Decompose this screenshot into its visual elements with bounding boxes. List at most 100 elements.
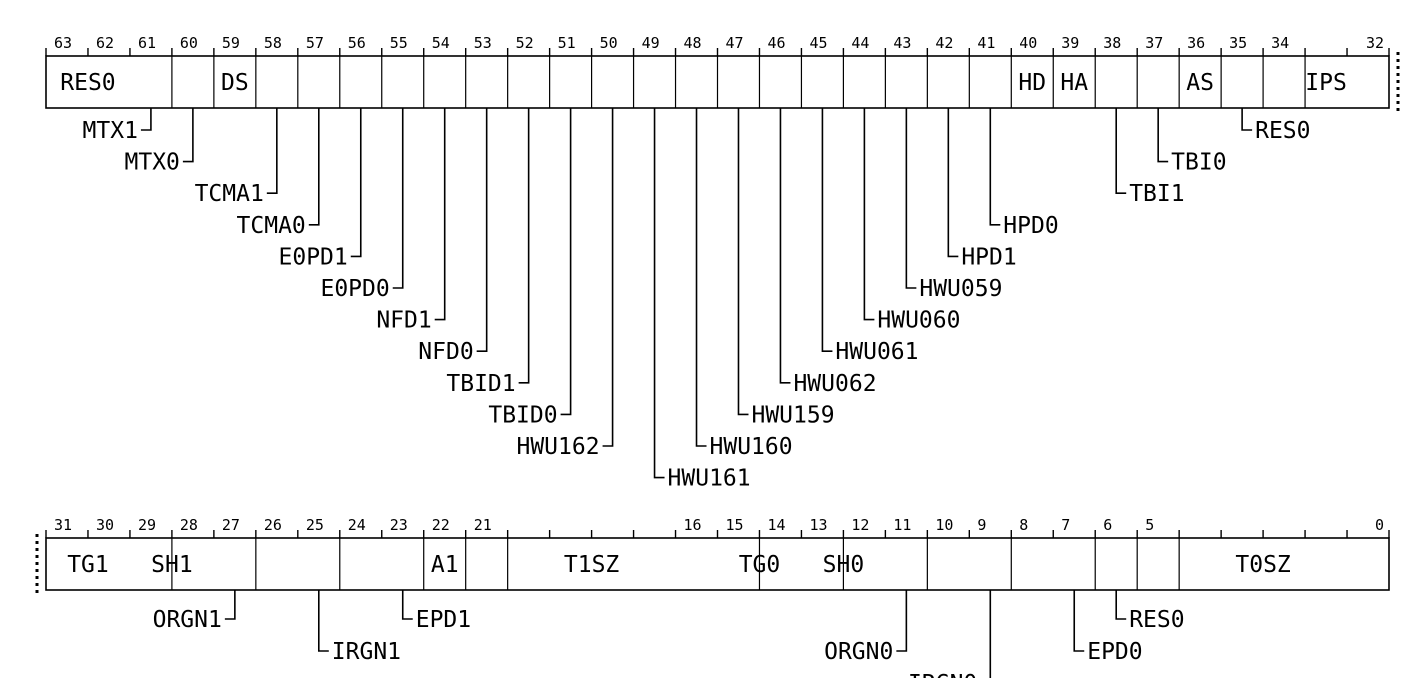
bit-number: 28 xyxy=(180,516,198,534)
callout-label-irgn1: IRGN1 xyxy=(332,639,401,665)
bit-number: 54 xyxy=(432,34,450,52)
bit-number: 12 xyxy=(851,516,869,534)
callout-leader-epd0 xyxy=(1073,590,1085,652)
bit-number: 27 xyxy=(222,516,240,534)
bit-number: 7 xyxy=(1061,516,1070,534)
callout-leader-irgn0 xyxy=(989,590,992,678)
bit-number: 34 xyxy=(1271,34,1289,52)
field-label-sh1: SH1 xyxy=(151,552,193,578)
bit-number: 0 xyxy=(1375,516,1384,534)
callout-label-tbid1: TBID1 xyxy=(446,371,515,397)
callout-label-hwu162: HWU162 xyxy=(516,434,599,460)
bit-number: 10 xyxy=(935,516,953,534)
bit-number: 14 xyxy=(767,516,785,534)
callout-leader-mtx1 xyxy=(140,108,152,131)
callout-leader-tbi1 xyxy=(1115,108,1127,194)
callout-label-res0: RES0 xyxy=(1129,607,1184,633)
callout-leader-hwu061 xyxy=(821,108,833,352)
bit-number: 41 xyxy=(977,34,995,52)
bit-number: 9 xyxy=(977,516,986,534)
callout-label-e0pd0: E0PD0 xyxy=(320,276,389,302)
bit-number: 44 xyxy=(851,34,869,52)
bit-number: 53 xyxy=(474,34,492,52)
bit-number: 56 xyxy=(348,34,366,52)
callout-leader-hwu059 xyxy=(905,108,917,289)
bit-number: 61 xyxy=(138,34,156,52)
callout-leader-hwu160 xyxy=(695,108,707,447)
bit-number: 49 xyxy=(642,34,660,52)
callout-label-hwu159: HWU159 xyxy=(751,402,834,428)
callout-leader-hwu162 xyxy=(602,108,614,447)
callout-leader-res0 xyxy=(1241,108,1253,131)
bit-number: 5 xyxy=(1145,516,1154,534)
callout-label-mtx1: MTX1 xyxy=(83,118,138,144)
callout-label-hpd1: HPD1 xyxy=(961,244,1016,270)
bit-number: 32 xyxy=(1366,34,1384,52)
callout-label-tcma1: TCMA1 xyxy=(195,181,264,207)
callout-label-res0: RES0 xyxy=(1255,118,1310,144)
bit-number: 31 xyxy=(54,516,72,534)
callout-leader-res0 xyxy=(1115,590,1127,620)
field-label-t0sz: T0SZ xyxy=(1235,552,1291,578)
callout-label-orgn0: ORGN0 xyxy=(824,639,893,665)
callout-leader-hwu159 xyxy=(737,108,749,416)
field-label-t1sz: T1SZ xyxy=(564,552,620,578)
bit-number: 15 xyxy=(726,516,744,534)
callout-label-hwu059: HWU059 xyxy=(919,276,1002,302)
callout-leader-nfd1 xyxy=(434,108,446,321)
bit-number: 16 xyxy=(684,516,702,534)
bit-number: 45 xyxy=(809,34,827,52)
callout-leader-tbi0 xyxy=(1157,108,1169,163)
bit-number: 52 xyxy=(516,34,534,52)
bit-number: 57 xyxy=(306,34,324,52)
callout-leader-hpd1 xyxy=(947,108,959,258)
bit-number: 37 xyxy=(1145,34,1163,52)
callout-leader-tcma1 xyxy=(266,108,278,194)
callout-label-mtx0: MTX0 xyxy=(125,150,180,176)
register-row-upper: 63 62 61 60 59 58 57 56 55 54 53 52 51 50 49 48 47 46 45 44… xyxy=(45,34,1400,492)
callout-leader-nfd0 xyxy=(476,108,488,352)
callout-leader-irgn1 xyxy=(317,590,329,652)
bit-number: 38 xyxy=(1103,34,1121,52)
callout-leader-tcma0 xyxy=(308,108,320,226)
bit-number: 63 xyxy=(54,34,72,52)
callout-label-orgn1: ORGN1 xyxy=(153,607,222,633)
field-label-hd: HD xyxy=(1018,70,1046,96)
bit-number: 51 xyxy=(558,34,576,52)
callout-label-nfd0: NFD0 xyxy=(418,339,473,365)
field-label-as: AS xyxy=(1186,70,1214,96)
bit-number: 22 xyxy=(432,516,450,534)
field-label-res0: RES0 xyxy=(60,70,115,96)
callout-label-tbi1: TBI1 xyxy=(1129,181,1184,207)
bit-number: 24 xyxy=(348,516,366,534)
bit-number: 30 xyxy=(96,516,114,534)
callout-leader-mtx0 xyxy=(182,108,194,163)
bit-number: 23 xyxy=(390,516,408,534)
callout-leader-tbid0 xyxy=(560,108,572,416)
bit-number: 35 xyxy=(1229,34,1247,52)
bit-number: 8 xyxy=(1019,516,1028,534)
field-label-tg0: TG0 xyxy=(739,552,781,578)
callout-label-hwu060: HWU060 xyxy=(877,308,960,334)
bit-number: 58 xyxy=(264,34,282,52)
bit-number: 50 xyxy=(600,34,618,52)
callout-leader-hwu060 xyxy=(863,108,875,321)
bit-number: 21 xyxy=(474,516,492,534)
callout-label-hwu062: HWU062 xyxy=(793,371,876,397)
bit-number: 48 xyxy=(684,34,702,52)
callout-label-epd0: EPD0 xyxy=(1087,639,1142,665)
bit-number: 60 xyxy=(180,34,198,52)
bit-number: 47 xyxy=(726,34,744,52)
callout-leader-hwu062 xyxy=(779,108,791,384)
bit-number: 42 xyxy=(935,34,953,52)
field-label-a1: A1 xyxy=(431,552,459,578)
bit-number: 46 xyxy=(767,34,785,52)
callout-label-hpd0: HPD0 xyxy=(1003,213,1058,239)
callout-leader-hpd0 xyxy=(989,108,1001,226)
bit-number: 40 xyxy=(1019,34,1037,52)
callout-leader-hwu161 xyxy=(653,108,665,479)
register-row-lower: 31 30 29 28 27 26 25 24 23 22 21 16 15 14 13 12 11 10 9 8 7 6… xyxy=(35,516,1390,678)
callout-leader-e0pd1 xyxy=(350,108,362,258)
bit-number: 13 xyxy=(809,516,827,534)
